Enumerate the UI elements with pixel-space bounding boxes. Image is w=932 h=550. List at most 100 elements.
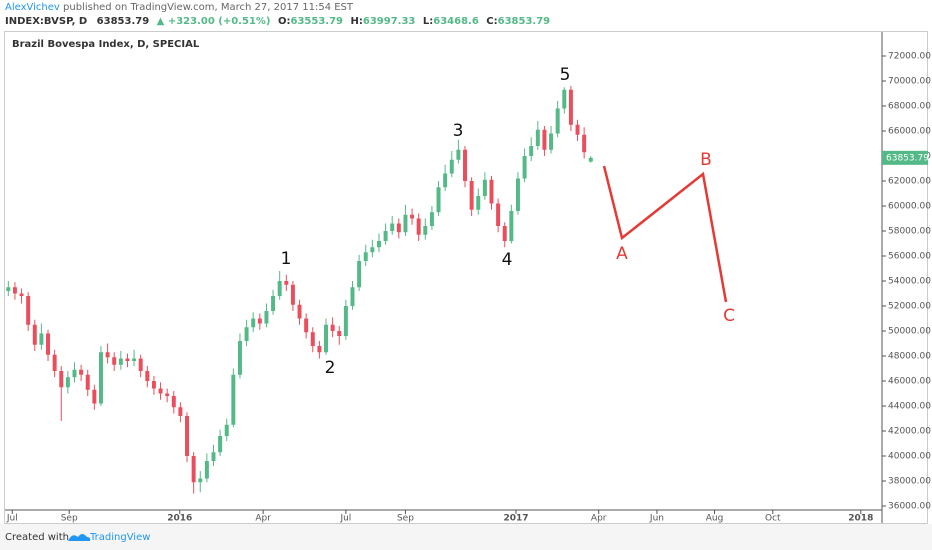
candle-body (92, 389, 97, 404)
candle-body (376, 241, 381, 248)
l-label: L: (423, 16, 433, 27)
y-tick-label: 66000.00 (888, 127, 931, 137)
x-tick-label: Aug (706, 514, 724, 524)
y-tick-label: 42000.00 (888, 427, 931, 437)
candle-body (290, 284, 295, 305)
candle-body (26, 296, 31, 325)
candle-body (118, 358, 123, 365)
symbol-line: INDEX:BVSP, D 63853.79 ▲ +323.00 (+0.51%… (5, 16, 550, 27)
candle-body (165, 393, 170, 396)
candle-body (79, 369, 84, 375)
candle-body (350, 287, 355, 306)
wave-label: 2 (325, 358, 336, 378)
candle-body (19, 293, 24, 296)
l-value: 63468.6 (433, 16, 479, 27)
candle-body (476, 196, 481, 210)
x-tick-label: 2017 (503, 514, 528, 524)
change: ▲ +323.00 (+0.51%) (157, 16, 271, 27)
candle-body (158, 388, 163, 394)
x-tick-label: Apr (591, 514, 607, 524)
candle-body (85, 374, 90, 390)
wave-label: C (723, 306, 735, 326)
candle-body (549, 133, 554, 150)
x-tick-label: Jun (649, 514, 664, 524)
candle-body (198, 478, 203, 483)
y-tick-label: 68000.00 (888, 102, 931, 112)
y-tick-label: 44000.00 (888, 402, 931, 412)
candle-body (151, 381, 156, 389)
candle-body (410, 214, 415, 219)
candle-body (39, 333, 44, 345)
price-tag-label: 63853.79 (886, 153, 929, 163)
candle-body (224, 424, 229, 436)
candle-body (568, 89, 573, 125)
candle-body (515, 178, 520, 211)
price-tag (882, 150, 928, 165)
y-tick-label: 46000.00 (888, 377, 931, 387)
candle-body (522, 156, 527, 179)
candle-body (257, 318, 262, 324)
candle-body (271, 296, 276, 311)
candle-body (463, 149, 467, 181)
candle-body (317, 346, 322, 353)
candle-body (383, 231, 388, 241)
candle-body (105, 352, 110, 358)
h-value: 63997.33 (363, 16, 416, 27)
candle-body (482, 179, 487, 196)
wave-label: B (700, 150, 712, 170)
author[interactable]: AlexVichev (5, 2, 60, 13)
candle-body (502, 226, 507, 241)
symbol: INDEX:BVSP, D (5, 16, 87, 27)
candle-body (6, 287, 11, 291)
x-tick-label: Sep (397, 514, 414, 524)
candle-body (59, 371, 64, 388)
footer-brand[interactable]: TradingView (89, 532, 150, 543)
plot (6, 86, 593, 494)
candle-body (535, 129, 540, 146)
logo (68, 534, 91, 541)
wave-label: 3 (453, 121, 464, 141)
published: published on TradingView.com, March 27, … (63, 2, 354, 13)
y-tick-label: 54000.00 (888, 277, 931, 287)
candle-body (244, 327, 249, 341)
footer-text: Created with (5, 532, 69, 543)
h-label: H: (350, 16, 362, 27)
x-tick-label: Jul (339, 514, 351, 524)
candle-body (582, 134, 587, 153)
y-tick-label: 48000.00 (888, 352, 931, 362)
footer-bar (0, 524, 932, 550)
candle-body (52, 354, 57, 371)
candle-body (562, 89, 567, 109)
candle-body (429, 212, 434, 226)
candle-body (396, 223, 401, 233)
wave-label: 1 (281, 249, 292, 269)
chart-title: Brazil Bovespa Index, D, SPECIAL (12, 39, 200, 50)
candle-body (416, 218, 421, 235)
candle-body (370, 247, 375, 253)
abc-projection (602, 165, 728, 303)
candle-body (588, 157, 593, 162)
candle-body (218, 436, 223, 453)
candle-body (423, 226, 428, 235)
candle-body (191, 456, 196, 483)
wave-label: 4 (502, 250, 513, 270)
wave-label: 5 (560, 65, 571, 85)
o-label: O: (278, 16, 291, 27)
candle-body (65, 377, 70, 388)
y-tick-label: 72000.00 (888, 52, 931, 62)
candle-body (185, 416, 190, 456)
y-tick-label: 62000.00 (888, 177, 931, 187)
candle-body (145, 371, 150, 381)
x-tick-label: Apr (255, 514, 271, 524)
candle-body (456, 149, 461, 160)
candle-body (529, 146, 534, 156)
candle-body (125, 358, 130, 361)
frame (4, 31, 928, 524)
candle-body (343, 306, 348, 336)
x-tick-label: 2018 (848, 514, 873, 524)
y-tick-label: 50000.00 (888, 327, 931, 337)
o-value: 63553.79 (290, 16, 343, 27)
y-tick-label: 60000.00 (888, 202, 931, 212)
candle-body (204, 461, 209, 479)
